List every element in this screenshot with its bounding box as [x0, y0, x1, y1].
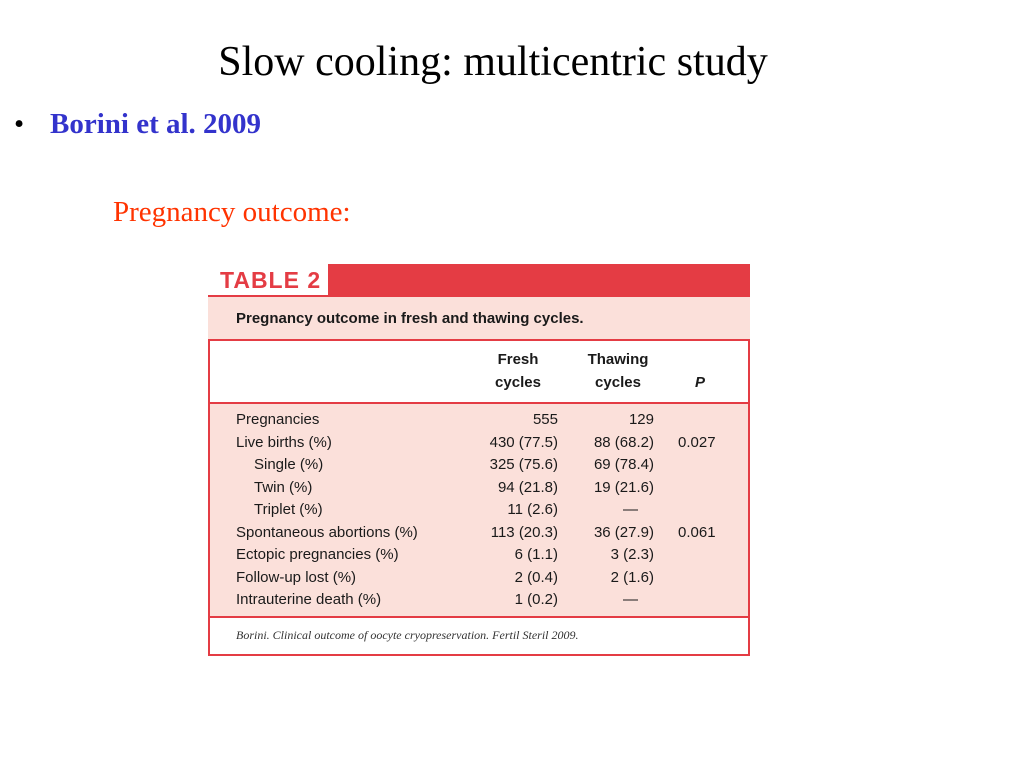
table-caption: Pregnancy outcome in fresh and thawing c… — [236, 310, 584, 327]
subheading: Pregnancy outcome: — [113, 196, 351, 228]
table-row: Spontaneous abortions (%) 113 (20.3) 36 … — [210, 522, 748, 545]
cell-fresh: 11 (2.6) — [507, 501, 558, 518]
table-row: Single (%) 325 (75.6) 69 (78.4) — [210, 454, 748, 477]
column-header-fresh-line1: Fresh — [497, 351, 539, 368]
cell-fresh: 325 (75.6) — [489, 456, 558, 473]
table-row: Live births (%) 430 (77.5) 88 (68.2) 0.0… — [210, 432, 748, 455]
cell-p: 0.061 — [678, 523, 716, 541]
cell-fresh: 430 (77.5) — [489, 433, 558, 451]
cell-thawing: 129 — [628, 411, 654, 428]
column-header-p: P — [694, 374, 705, 391]
table-citation: Borini. Clinical outcome of oocyte cryop… — [236, 628, 579, 642]
table-row: Twin (%) 94 (21.8) 19 (21.6) — [210, 477, 748, 500]
table-label: TABLE 2 — [208, 264, 330, 297]
row-label: Follow-up lost (%) — [236, 568, 357, 586]
column-header-thawing-line2: cycles — [595, 374, 641, 391]
cell-thawing: — — [623, 591, 638, 608]
table-rows: Pregnancies 555 129 Live births (%) 430 … — [210, 409, 748, 612]
cell-thawing: — — [623, 501, 638, 518]
table-row: Pregnancies 555 129 — [210, 409, 748, 432]
column-header-thawing: Thawing cycles — [576, 348, 660, 394]
row-label: Twin (%) — [254, 478, 313, 496]
cell-fresh: 6 (1.1) — [514, 546, 558, 563]
cell-p: 0.027 — [678, 433, 716, 451]
cell-thawing: 69 (78.4) — [593, 456, 654, 473]
column-header-thawing-line1: Thawing — [587, 351, 649, 368]
bullet-item: • Borini et al. 2009 — [14, 108, 261, 141]
column-header-fresh-line2: cycles — [495, 374, 541, 391]
table-header-bar: TABLE 2 — [208, 264, 750, 297]
slide-title: Slow cooling: multicentric study — [218, 39, 768, 85]
row-label: Intrauterine death (%) — [236, 591, 382, 608]
row-label: Triplet (%) — [254, 501, 323, 518]
bullet-text: Borini et al. 2009 — [50, 108, 262, 140]
column-header-row: Fresh cycles Thawing cycles P — [210, 341, 748, 404]
table-row: Intrauterine death (%) 1 (0.2) — — [210, 589, 748, 612]
table-row: Triplet (%) 11 (2.6) — — [210, 499, 748, 522]
row-label: Single (%) — [254, 456, 324, 473]
cell-thawing: 19 (21.6) — [593, 478, 654, 496]
cell-thawing: 88 (68.2) — [593, 433, 654, 451]
cell-thawing: 36 (27.9) — [593, 523, 654, 541]
cell-fresh: 113 (20.3) — [490, 523, 558, 541]
column-header-fresh: Fresh cycles — [480, 348, 556, 394]
table-footer: Borini. Clinical outcome of oocyte cryop… — [208, 618, 750, 656]
cell-fresh: 94 (21.8) — [497, 478, 558, 496]
cell-fresh: 555 — [532, 411, 558, 428]
cell-thawing: 2 (1.6) — [610, 568, 654, 586]
table-caption-band: Pregnancy outcome in fresh and thawing c… — [208, 297, 750, 339]
table-figure: TABLE 2 Pregnancy outcome in fresh and t… — [208, 264, 750, 656]
cell-fresh: 2 (0.4) — [514, 568, 558, 586]
row-label: Live births (%) — [236, 433, 332, 451]
bullet-mark: • — [14, 108, 25, 140]
table-row: Follow-up lost (%) 2 (0.4) 2 (1.6) — [210, 567, 748, 590]
row-label: Pregnancies — [236, 411, 320, 428]
row-label: Spontaneous abortions (%) — [236, 523, 418, 541]
table-body: Fresh cycles Thawing cycles P Pregnancie… — [208, 339, 750, 618]
row-label: Ectopic pregnancies (%) — [236, 546, 399, 563]
table-row: Ectopic pregnancies (%) 6 (1.1) 3 (2.3) — [210, 544, 748, 567]
cell-fresh: 1 (0.2) — [514, 591, 558, 608]
cell-thawing: 3 (2.3) — [610, 546, 654, 563]
